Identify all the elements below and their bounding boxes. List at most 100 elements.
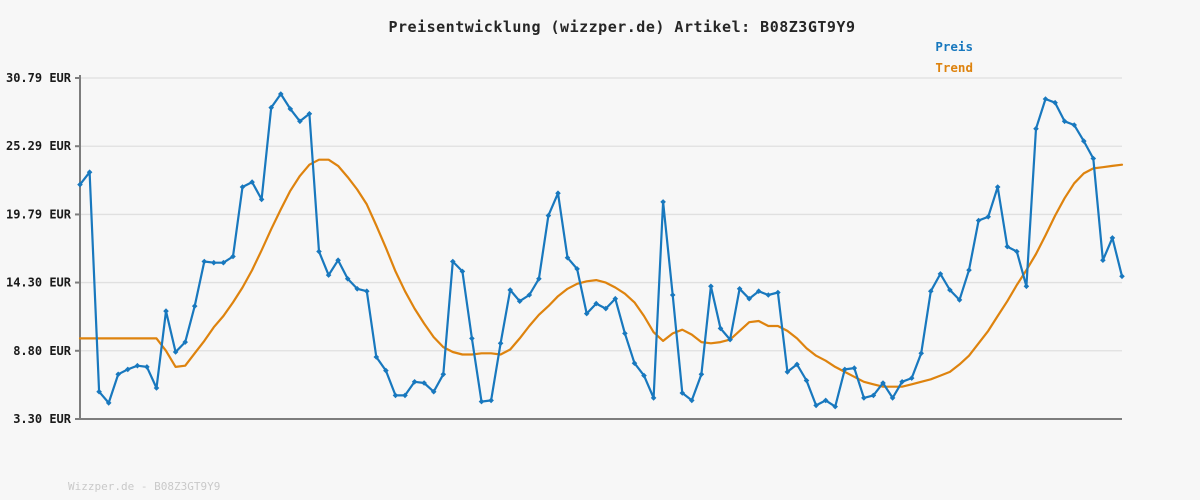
data-point-marker [603,305,609,312]
data-point-marker [536,276,542,282]
data-point-marker [287,106,294,112]
data-point-marker [96,388,102,395]
data-point-marker [115,371,121,378]
data-point-marker [526,292,533,298]
y-axis-label: 8.80 EUR [13,344,72,358]
data-point-marker [134,362,141,369]
data-point-marker [622,330,628,337]
data-point-marker [230,253,236,260]
data-point-marker [727,336,733,343]
data-point-marker [316,248,322,255]
data-point-marker [660,199,666,205]
watermark-text: Wizzper.de - B08Z3GT9Y9 [68,480,220,493]
data-point-marker [172,349,179,355]
preis-line [78,92,1124,408]
data-point-marker [478,398,485,405]
y-axis-label: 19.79 EUR [6,207,72,221]
data-point-marker [1023,283,1030,290]
data-point-marker [344,276,351,282]
data-point-marker [144,364,150,370]
data-point-marker [153,385,160,391]
data-point-marker [689,397,695,404]
y-axis-label: 14.30 EUR [6,276,72,290]
data-point-marker [1004,243,1011,250]
data-point-marker [488,397,494,404]
plot-area: 30.79 EUR 25.29 EUR 19.79 EUR 14.30 EUR 8.80… [6,71,1125,426]
legend-trend-label: Trend [935,60,973,75]
data-point-marker [956,297,963,303]
data-point-marker [717,325,724,332]
data-point-marker [928,288,934,294]
data-point-marker [669,292,676,298]
data-point-marker [421,380,427,386]
data-point-marker [1100,257,1106,263]
data-point-marker [564,254,571,261]
data-point-marker [555,190,561,196]
data-point-marker [325,272,332,278]
data-point-marker [574,266,580,272]
data-point-marker [736,286,743,292]
data-point-marker [775,289,781,296]
data-point-marker [612,295,619,302]
data-point-marker [1052,99,1058,106]
data-point-marker [851,365,858,371]
data-point-marker [889,395,896,401]
data-point-marker [755,288,762,294]
data-point-marker [182,339,188,345]
data-point-marker [239,184,246,190]
data-point-marker [1090,155,1097,162]
data-point-marker [1061,118,1068,125]
data-point-marker [803,377,810,384]
data-point-marker [497,340,504,347]
data-point-marker [985,214,991,220]
data-point-marker [784,369,791,375]
data-point-marker [450,258,456,265]
data-point-marker [268,104,274,111]
data-point-marker [354,286,360,292]
data-point-marker [105,400,112,406]
data-point-marker [583,310,590,317]
data-point-marker [306,111,313,117]
data-point-marker [211,259,217,266]
data-point-marker [1042,96,1049,102]
data-point-marker [364,288,370,294]
data-point-marker [908,375,915,381]
data-point-marker [1071,122,1077,128]
data-point-marker [411,379,418,385]
data-point-marker [1081,138,1087,144]
data-point-marker [469,335,475,342]
data-point-marker [440,371,447,378]
data-point-marker [297,118,303,125]
data-point-marker [708,283,714,290]
data-point-marker [383,367,389,374]
data-point-marker [545,212,552,219]
data-point-marker [125,366,131,373]
data-point-marker [258,196,265,203]
data-point-marker [373,354,380,360]
data-point-marker [832,403,838,410]
data-point-marker [975,217,982,224]
data-point-marker [650,395,657,401]
data-point-marker [631,360,638,366]
data-point-marker [249,179,255,185]
data-point-marker [641,372,647,379]
data-point-marker [861,395,867,401]
data-point-marker [822,397,829,404]
data-point-marker [201,258,208,265]
data-point-marker [430,388,437,395]
data-point-marker [994,184,1001,190]
data-point-marker [1109,235,1116,241]
data-point-marker [220,259,227,266]
data-point-marker [765,292,772,298]
data-point-marker [1119,273,1125,280]
legend-preis-label: Preis [935,39,973,54]
data-point-marker [163,308,169,314]
data-point-marker [746,295,752,302]
data-point-marker [1014,248,1020,255]
data-point-marker [813,402,819,409]
data-point-marker [842,366,848,373]
data-point-marker [698,371,705,378]
data-point-marker [335,257,341,263]
